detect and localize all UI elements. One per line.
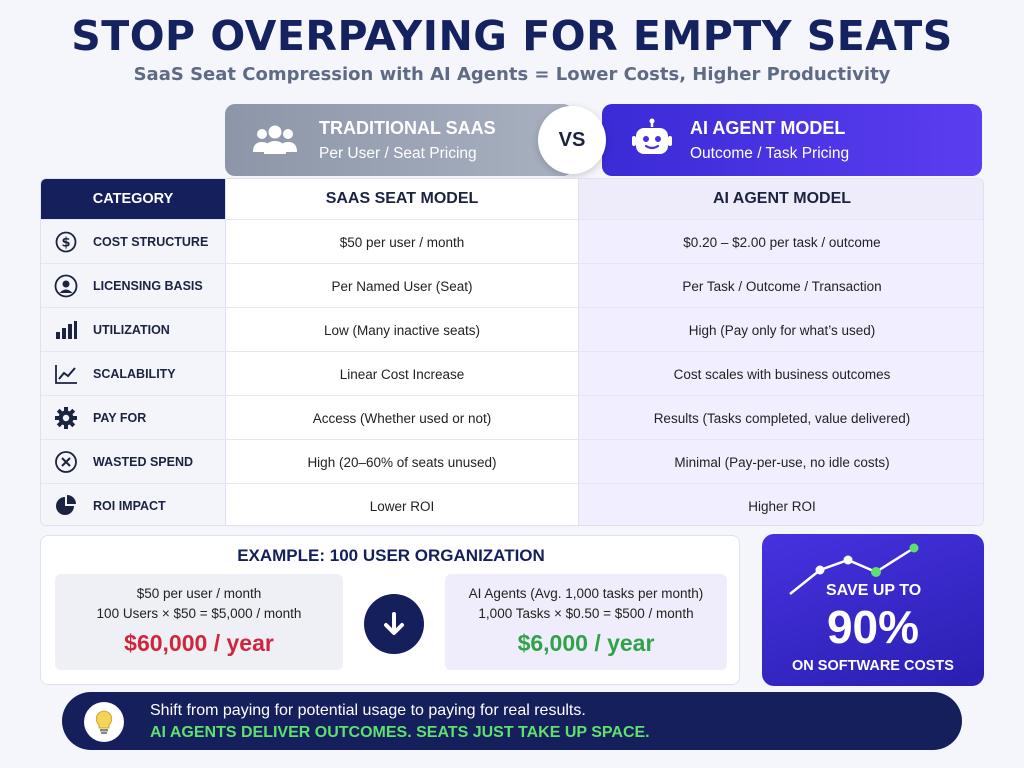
ai-cell: High (Pay only for what’s used) xyxy=(688,322,876,338)
robot-icon xyxy=(630,118,674,162)
savings-label: SAVE UP TO xyxy=(826,582,922,599)
ai-column-header: AI AGENT MODEL xyxy=(579,179,983,219)
table-row: WASTED SPEND High (20–60% of seats unuse… xyxy=(41,439,983,483)
traditional-saas-banner: TRADITIONAL SAAS Per User / Seat Pricing xyxy=(225,104,573,176)
trend-line-icon xyxy=(789,543,919,595)
savings-caption: ON SOFTWARE COSTS xyxy=(792,658,954,674)
saas-cell: Lower ROI xyxy=(369,498,435,514)
ai-annual-total: $6,000 / year xyxy=(517,630,655,656)
column-divider xyxy=(225,179,226,525)
saas-cost-card: $50 per user / month 100 Users × $50 = $… xyxy=(55,574,343,670)
ai-agent-banner: AI AGENT MODEL Outcome / Task Pricing xyxy=(602,104,982,176)
table-row: LICENSING BASIS Per Named User (Seat) Pe… xyxy=(41,263,983,307)
category-label: SCALABILITY xyxy=(93,367,176,381)
saas-cell: Access (Whether used or not) xyxy=(312,410,492,426)
ai-cell: Cost scales with business outcomes xyxy=(673,366,891,382)
savings-percent: 90% xyxy=(826,601,920,653)
table-row: ROI IMPACT Lower ROI Higher ROI xyxy=(41,483,983,525)
ai-cell: Minimal (Pay-per-use, no idle costs) xyxy=(674,454,890,470)
table-row: $ COST STRUCTURE $50 per user / month $0… xyxy=(41,219,983,263)
category-label: UTILIZATION xyxy=(93,323,170,337)
ai-agent-subtitle: Outcome / Task Pricing xyxy=(690,144,850,162)
category-label: PAY FOR xyxy=(93,411,147,425)
users-group-icon xyxy=(245,125,305,155)
comparison-table: CATEGORY SAAS SEAT MODEL AI AGENT MODEL … xyxy=(40,178,984,526)
table-row: UTILIZATION Low (Many inactive seats) Hi… xyxy=(41,307,983,351)
savings-callout: SAVE UP TO 90% ON SOFTWARE COSTS xyxy=(762,534,984,686)
dollar-icon: $ xyxy=(53,229,79,255)
column-divider xyxy=(578,179,579,525)
saas-cell: Linear Cost Increase xyxy=(339,366,465,382)
example-title: EXAMPLE: 100 USER ORGANIZATION xyxy=(237,546,545,565)
saas-cell: $50 per user / month xyxy=(339,234,465,250)
saas-cell: Per Named User (Seat) xyxy=(331,278,473,294)
footer-message: Shift from paying for potential usage to… xyxy=(150,702,586,719)
category-label: LICENSING BASIS xyxy=(93,279,203,293)
vs-badge: VS xyxy=(538,106,606,174)
example-panel: EXAMPLE: 100 USER ORGANIZATION $50 per u… xyxy=(40,535,740,685)
category-label: COST STRUCTURE xyxy=(93,235,209,249)
traditional-saas-subtitle: Per User / Seat Pricing xyxy=(319,144,477,162)
table-row: PAY FOR Access (Whether used or not) Res… xyxy=(41,395,983,439)
trend-chart-icon xyxy=(53,361,79,387)
arrow-down-icon xyxy=(364,594,424,654)
user-badge-icon xyxy=(53,273,79,299)
ai-cell: Per Task / Outcome / Transaction xyxy=(682,278,882,294)
ai-column-bg xyxy=(579,219,983,525)
ai-cell: $0.20 – $2.00 per task / outcome xyxy=(683,234,881,250)
ai-cell: Results (Tasks completed, value delivere… xyxy=(653,410,911,426)
page-title: STOP OVERPAYING FOR EMPTY SEATS xyxy=(71,12,953,60)
category-label: ROI IMPACT xyxy=(93,499,166,513)
pie-chart-icon xyxy=(53,493,79,519)
footer-banner: Shift from paying for potential usage to… xyxy=(62,692,962,750)
footer-tagline: AI AGENTS DELIVER OUTCOMES. SEATS JUST T… xyxy=(150,724,650,741)
saas-cost-line2: 100 Users × $50 = $5,000 / month xyxy=(96,606,302,621)
gear-icon xyxy=(53,405,79,431)
table-row: SCALABILITY Linear Cost Increase Cost sc… xyxy=(41,351,983,395)
ai-cell: Higher ROI xyxy=(748,498,816,514)
bar-chart-icon xyxy=(53,317,79,343)
x-circle-icon xyxy=(53,449,79,475)
ai-cost-card: AI Agents (Avg. 1,000 tasks per month) 1… xyxy=(445,574,727,670)
ai-cost-line1: AI Agents (Avg. 1,000 tasks per month) xyxy=(468,586,704,601)
category-label: WASTED SPEND xyxy=(93,455,194,469)
saas-cell: Low (Many inactive seats) xyxy=(323,322,481,338)
category-header: CATEGORY xyxy=(41,179,225,219)
ai-cost-line2: 1,000 Tasks × $0.50 = $500 / month xyxy=(478,606,694,621)
saas-cell: High (20–60% of seats unused) xyxy=(307,454,497,470)
saas-column-header: SAAS SEAT MODEL xyxy=(226,179,578,219)
page-subtitle: SaaS Seat Compression with AI Agents = L… xyxy=(133,64,891,85)
saas-annual-total: $60,000 / year xyxy=(124,630,274,656)
ai-agent-title: AI AGENT MODEL xyxy=(690,117,846,138)
svg-text:$: $ xyxy=(61,236,70,251)
saas-cost-line1: $50 per user / month xyxy=(136,586,262,601)
traditional-saas-title: TRADITIONAL SAAS xyxy=(319,117,496,138)
lightbulb-icon xyxy=(84,702,124,742)
